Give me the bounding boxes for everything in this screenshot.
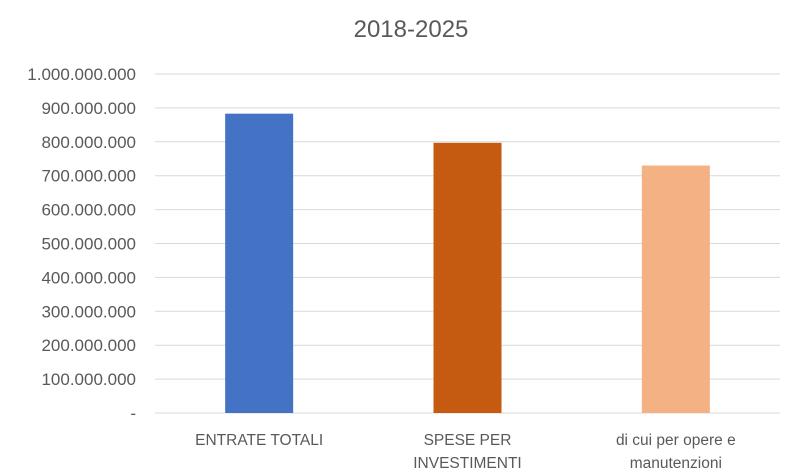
- y-tick-label: -: [130, 404, 136, 423]
- y-tick-label: 500.000.000: [41, 235, 136, 254]
- y-tick-label: 600.000.000: [41, 201, 136, 220]
- y-axis-ticks: - 100.000.000 200.000.000 300.000.000 400.00…: [27, 65, 136, 423]
- category-label: SPESE PER: [424, 432, 512, 449]
- chart-title: 2018-2025: [354, 16, 469, 43]
- y-tick-label: 400.000.000: [41, 268, 136, 287]
- category-label: INVESTIMENTI: [413, 455, 522, 472]
- y-tick-label: 800.000.000: [41, 133, 136, 152]
- y-tick-label: 100.000.000: [41, 370, 136, 389]
- category-label: ENTRATE TOTALI: [195, 432, 323, 449]
- y-tick-label: 1.000.000.000: [27, 65, 136, 84]
- bar: [433, 142, 502, 413]
- y-tick-label: 300.000.000: [41, 302, 136, 321]
- category-label: manutenzioni: [630, 455, 722, 472]
- bar: [641, 165, 710, 413]
- bars: [225, 113, 710, 414]
- y-tick-label: 700.000.000: [41, 167, 136, 186]
- category-label: di cui per opere e: [616, 432, 736, 449]
- y-tick-label: 200.000.000: [41, 336, 136, 355]
- x-axis-categories: ENTRATE TOTALI SPESE PER INVESTIMENTI di cu…: [195, 432, 736, 472]
- y-tick-label: 900.000.000: [41, 99, 136, 118]
- bar: [225, 113, 294, 414]
